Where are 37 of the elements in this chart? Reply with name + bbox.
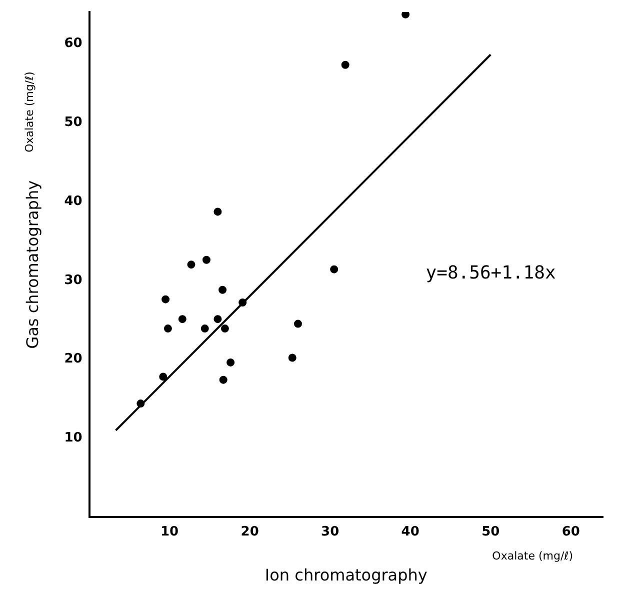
y-tick-label: 10	[64, 430, 82, 446]
point	[220, 324, 229, 333]
y-tick-label: 30	[64, 272, 82, 288]
point	[162, 295, 170, 304]
point	[187, 260, 196, 269]
point	[136, 400, 145, 408]
point	[341, 60, 350, 69]
x-tick-label: 50	[482, 524, 500, 540]
point	[214, 315, 222, 324]
point	[402, 12, 410, 18]
point	[238, 298, 247, 306]
point	[330, 265, 338, 274]
point	[214, 208, 222, 216]
point	[226, 358, 235, 366]
x-tick-label: 20	[240, 524, 259, 540]
point	[218, 286, 227, 294]
x-tick-label: 40	[401, 524, 420, 540]
y-tick-label: 60	[64, 36, 82, 51]
text: Oxalate (mg/ℓ)	[492, 550, 573, 563]
y-tick-label: 40	[64, 194, 82, 209]
point	[219, 376, 228, 384]
x-tick-label: 30	[321, 524, 340, 540]
point	[159, 372, 168, 381]
x-axis-title: Ion chromatography	[264, 566, 428, 585]
point	[288, 354, 296, 362]
y-tick-label: 50	[64, 114, 82, 130]
point	[178, 315, 186, 324]
point	[294, 320, 302, 328]
point	[164, 324, 172, 333]
x-tick-label: 10	[160, 524, 179, 540]
x-tick-label: 60	[562, 524, 580, 540]
annotation: y=8.56+1.18x	[426, 262, 556, 284]
y-axis-title: Gas chromatography	[22, 180, 42, 349]
y-tick-label: 20	[64, 352, 82, 367]
point	[200, 324, 209, 333]
point	[202, 256, 210, 264]
text: Oxalate (mg/ℓ)	[22, 72, 36, 152]
